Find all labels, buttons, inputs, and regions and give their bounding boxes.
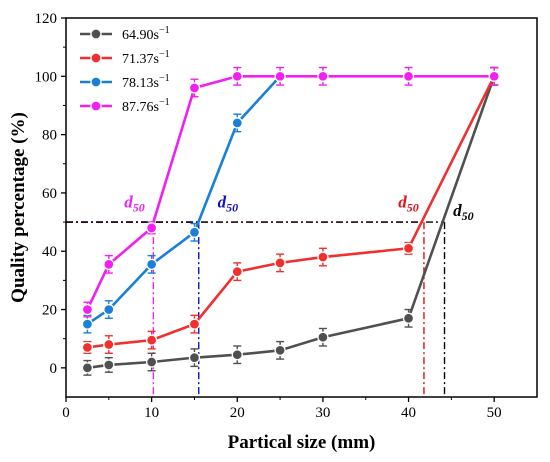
d50-label-0: d50 — [124, 193, 145, 215]
legend-label-3: 87.76s−1 — [122, 97, 170, 115]
series-2 — [81, 70, 286, 334]
series-layer — [81, 66, 500, 376]
legend-marker-1 — [90, 52, 102, 64]
data-point — [103, 338, 115, 351]
y-tick-label: 80 — [42, 128, 57, 144]
legend-marker-0 — [90, 28, 102, 40]
data-point — [81, 362, 94, 374]
data-point — [274, 344, 286, 357]
x-tick-label: 0 — [62, 405, 70, 421]
data-point — [231, 70, 243, 82]
data-point — [188, 226, 201, 238]
d50-labels: d50 d50 d50 d50 — [124, 193, 473, 224]
y-tick-label: 20 — [42, 303, 57, 319]
x-tick-label: 10 — [144, 405, 159, 421]
data-point — [317, 70, 329, 82]
series-3 — [81, 66, 500, 318]
y-axis-title: Quality percentage (%) — [8, 112, 29, 303]
series-1 — [81, 66, 500, 354]
legend-label-2: 78.13s−1 — [122, 73, 170, 91]
data-point — [188, 351, 201, 364]
data-point — [145, 356, 158, 368]
data-point — [81, 318, 94, 330]
d50-label-2: d50 — [398, 193, 419, 215]
data-point — [81, 303, 94, 316]
data-point — [81, 341, 94, 354]
d50-label-3: d50 — [453, 201, 474, 223]
data-point — [145, 258, 158, 271]
data-point — [317, 331, 329, 343]
data-point — [488, 70, 500, 82]
data-point — [231, 349, 243, 361]
x-axis-title: Partical size (mm) — [228, 432, 376, 453]
x-tick-label: 20 — [230, 405, 245, 421]
x-tick-label: 30 — [315, 405, 330, 421]
legend-label-0: 64.90s−1 — [122, 25, 170, 43]
data-point — [188, 318, 201, 330]
data-point — [274, 70, 286, 82]
d50-label-1: d50 — [218, 193, 239, 215]
data-point — [317, 251, 329, 263]
series-line-2 — [86, 75, 282, 326]
y-tick-label: 0 — [50, 361, 58, 377]
data-point — [402, 70, 415, 82]
data-point — [188, 82, 201, 94]
series-line-1 — [87, 75, 496, 349]
legend: 64.90s−1 71.37s−1 78.13s−1 87.76s−1 — [80, 25, 170, 115]
data-point — [145, 334, 158, 346]
data-point — [103, 303, 115, 316]
y-tick-label: 40 — [42, 244, 57, 260]
data-point — [231, 265, 243, 278]
data-point — [274, 257, 286, 269]
legend-marker-2 — [90, 76, 102, 88]
plot-frame — [65, 17, 538, 398]
data-point — [402, 242, 415, 254]
ticks-layer: 0 10 20 30 40 50 0 20 40 60 80 100 120 — [35, 11, 502, 421]
series-0 — [81, 66, 500, 376]
data-point — [231, 117, 243, 129]
y-tick-label: 100 — [35, 69, 58, 85]
x-tick-label: 50 — [487, 405, 502, 421]
data-point — [103, 258, 115, 271]
data-point — [145, 222, 158, 234]
data-point — [402, 312, 415, 324]
data-point — [103, 359, 115, 371]
y-tick-label: 60 — [42, 186, 57, 202]
legend-label-1: 71.37s−1 — [122, 49, 170, 67]
d50-reference-lines — [66, 221, 446, 397]
y-tick-label: 120 — [35, 11, 58, 27]
x-tick-label: 40 — [401, 405, 416, 421]
legend-marker-3 — [90, 100, 102, 112]
